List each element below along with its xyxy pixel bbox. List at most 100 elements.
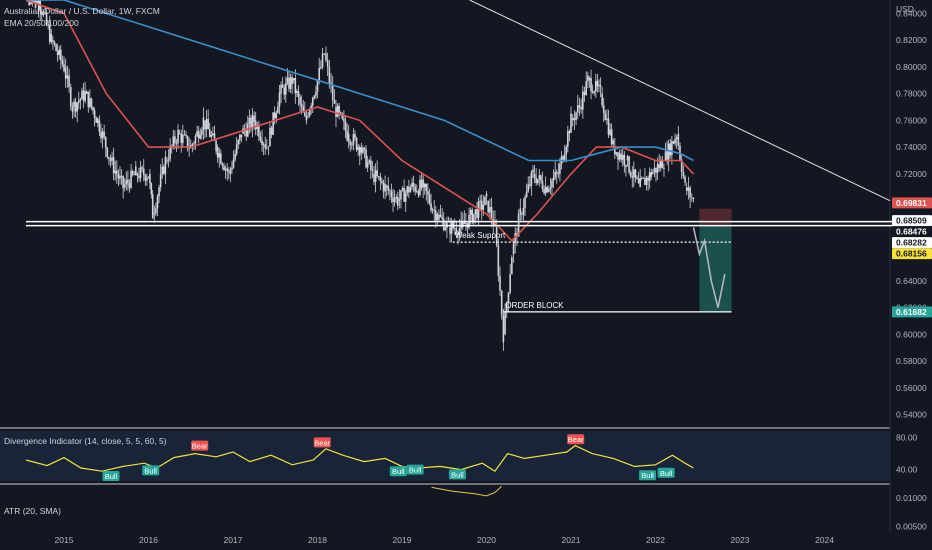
candle-body [81, 90, 83, 100]
price-tag-label: 0.68282 [896, 238, 927, 248]
candle-body [546, 187, 549, 192]
candle-body [315, 91, 317, 96]
candle-body [307, 115, 309, 117]
candle-body [316, 80, 319, 92]
ema-legend[interactable]: EMA 20/50/100/200 [4, 18, 79, 28]
candle-body [476, 209, 478, 218]
candle-body [349, 141, 352, 146]
candle-body [109, 158, 112, 162]
resistance-trendline [469, 0, 891, 202]
candle-body [320, 66, 322, 69]
candle-body [95, 118, 98, 123]
candle-body [135, 166, 137, 176]
projection-path[interactable] [692, 227, 726, 308]
candle-body [341, 113, 344, 119]
candle-body [669, 143, 672, 156]
candle-body [336, 105, 339, 117]
price-tag-box [892, 306, 932, 318]
atr-legend[interactable]: ATR (20, SMA) [4, 506, 61, 516]
candle-body [428, 194, 431, 204]
candle-body [253, 115, 255, 122]
trendline[interactable] [469, 0, 891, 202]
candle-body [492, 219, 495, 226]
candle-body [277, 106, 279, 114]
candle-body [691, 197, 693, 199]
candle-body [269, 127, 271, 147]
candle-body [58, 49, 61, 55]
bull-badge [448, 469, 466, 480]
candle-body [439, 214, 442, 217]
candle-body [524, 196, 526, 208]
bull-label: Bull [144, 466, 157, 475]
candle-body [74, 101, 77, 112]
candle-body [267, 146, 270, 148]
candle-body [338, 105, 340, 113]
candle-body [170, 145, 173, 147]
candle-body [262, 144, 265, 146]
candle-body [245, 130, 248, 137]
candle-body [596, 80, 599, 87]
candle-body [562, 156, 564, 161]
candle-body [56, 50, 59, 55]
candle-body [285, 82, 287, 95]
candle-body [104, 136, 107, 148]
candle-body [607, 118, 610, 135]
price-tick: 0.56000 [896, 383, 927, 393]
candle-body [469, 209, 472, 215]
candle-body [299, 97, 301, 105]
candle-body [167, 159, 170, 161]
candle-body [507, 292, 510, 303]
divergence-legend[interactable]: Divergence Indicator (14, close, 5, 5, 6… [4, 436, 167, 446]
candle-body [663, 168, 665, 169]
candle-body [127, 179, 129, 184]
bull-label: Bull [660, 469, 673, 478]
year-tick: 2021 [562, 535, 581, 545]
time-axis[interactable]: 2015 2016 2017 2018 2019 2020 2021 2022 2023 2024 [55, 535, 835, 545]
candle-body [527, 184, 530, 192]
candle-body [92, 107, 94, 111]
level-lines[interactable] [25, 220, 909, 313]
candle-body [201, 130, 203, 136]
candle-body [106, 147, 109, 158]
candle-body [354, 133, 356, 138]
candle-body [423, 183, 426, 188]
price-tick: 0.76000 [896, 115, 927, 125]
price-tick: 0.78000 [896, 89, 927, 99]
candle-body [610, 129, 613, 145]
bear-label: Bear [314, 438, 330, 447]
candle-body [490, 206, 493, 220]
candle-body [565, 146, 568, 155]
candle-body [114, 170, 117, 174]
candle-body [215, 140, 217, 152]
candle-body [631, 176, 634, 178]
candle-body [650, 172, 653, 177]
candle-body [251, 115, 254, 129]
candle-body [385, 185, 388, 188]
candle-body [288, 77, 290, 89]
candle-body [571, 118, 574, 121]
candle-body [182, 134, 184, 143]
candle-body [136, 173, 139, 176]
candle-body [292, 78, 295, 81]
price-tick: 0.54000 [896, 410, 927, 420]
candle-body [188, 147, 190, 149]
candle-body [333, 99, 336, 104]
candle-body [193, 143, 195, 145]
candle-body [254, 120, 257, 130]
price-tag-box [892, 226, 932, 238]
candle-body [485, 193, 488, 197]
candle-body [414, 186, 417, 192]
candle-body [595, 80, 597, 92]
candle-body [438, 214, 440, 220]
candle-body [473, 213, 475, 223]
candle-body [530, 172, 533, 186]
candle-body [393, 198, 396, 203]
candle-body [158, 187, 160, 197]
candle-body [352, 133, 355, 145]
candle-body [409, 187, 412, 193]
candle-body [538, 175, 541, 180]
candle-body [618, 153, 621, 160]
candle-body [598, 85, 600, 87]
